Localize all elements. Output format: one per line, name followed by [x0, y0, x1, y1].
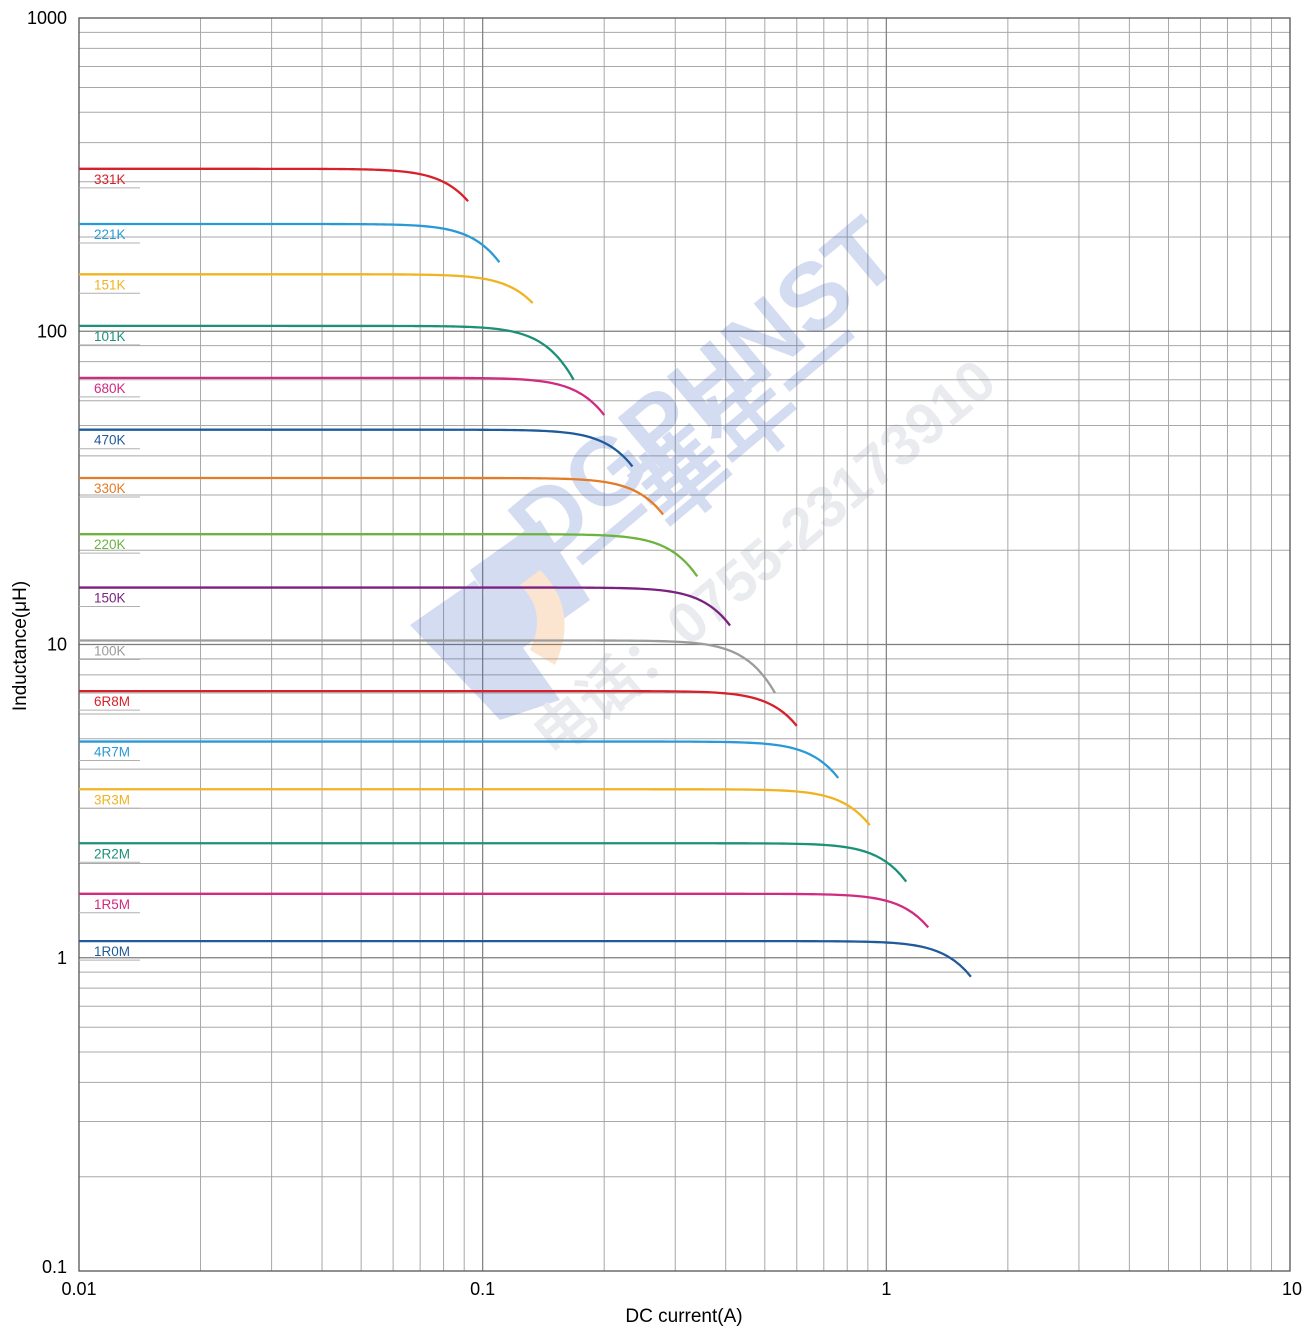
series-line-330K	[79, 476, 665, 516]
series-line-6R8M	[79, 689, 798, 727]
series-label-151K: 151K	[94, 277, 126, 292]
series-line-151K	[79, 273, 534, 304]
series-layer: 331K 221K 151K 101K 680K 470K 330K 220K 150K 100K…	[79, 167, 972, 978]
series-label-101K: 101K	[94, 329, 126, 344]
y-tick-label: 100	[37, 321, 67, 341]
series-label-1R5M: 1R5M	[94, 897, 130, 912]
series-label-3R3M: 3R3M	[94, 792, 130, 807]
series-line-100K	[79, 639, 777, 694]
series-label-6R8M: 6R8M	[94, 694, 130, 709]
series-line-101K	[79, 324, 575, 381]
series-line-331K	[79, 167, 469, 203]
y-tick-label: 1000	[27, 8, 67, 28]
series-line-150K	[79, 586, 731, 627]
series-line-4R7M	[79, 740, 840, 779]
series-label-220K: 220K	[94, 537, 126, 552]
plot-border	[78, 17, 1291, 1272]
series-line-220K	[79, 533, 699, 578]
y-tick-label: 1	[57, 948, 67, 968]
series-line-2R2M	[79, 842, 908, 883]
x-axis-title: DC current(A)	[625, 1306, 742, 1327]
series-line-3R3M	[79, 788, 871, 826]
x-tick-label: 1	[881, 1279, 891, 1299]
series-label-470K: 470K	[94, 433, 126, 448]
x-tick-label: 10	[1282, 1279, 1302, 1299]
series-line-470K	[79, 428, 634, 468]
y-tick-label: 10	[47, 635, 67, 655]
series-label-2R2M: 2R2M	[94, 846, 130, 861]
series-line-221K	[79, 222, 501, 264]
x-tick-label: 0.1	[470, 1279, 495, 1299]
series-line-680K	[79, 376, 606, 416]
x-tick-label: 0.01	[61, 1279, 96, 1299]
series-label-4R7M: 4R7M	[94, 745, 130, 760]
watermark-logo-shape	[470, 520, 590, 650]
series-label-100K: 100K	[94, 643, 126, 658]
series-label-330K: 330K	[94, 481, 126, 496]
series-label-331K: 331K	[94, 172, 126, 187]
y-axis-title: Inductance(μH)	[10, 581, 31, 711]
series-line-1R5M	[79, 892, 930, 929]
series-label-150K: 150K	[94, 591, 126, 606]
watermark-logo-shape	[410, 580, 560, 720]
series-label-680K: 680K	[94, 381, 126, 396]
series-label-221K: 221K	[94, 227, 126, 242]
series-line-1R0M	[79, 939, 972, 978]
series-label-1R0M: 1R0M	[94, 944, 130, 959]
y-tick-label: 0.1	[42, 1257, 67, 1277]
plot-frame	[78, 17, 1291, 1272]
